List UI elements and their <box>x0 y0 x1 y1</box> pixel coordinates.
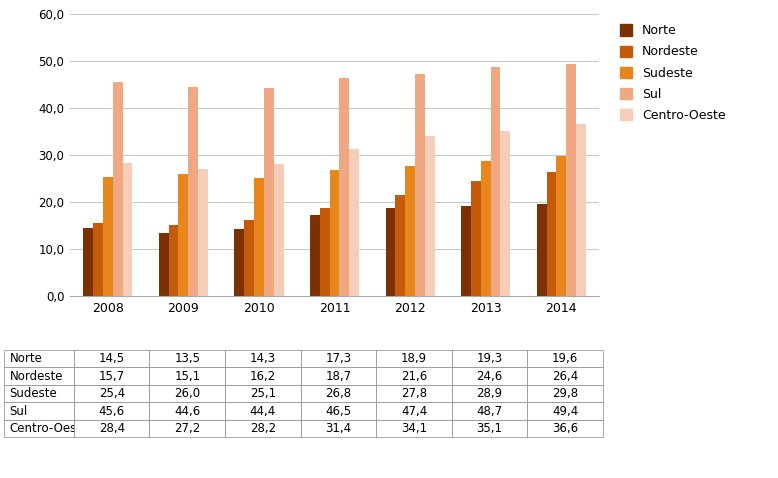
Bar <box>349 149 359 296</box>
Legend: Norte, Nordeste, Sudeste, Sul, Centro-Oeste: Norte, Nordeste, Sudeste, Sul, Centro-Oe… <box>616 21 730 126</box>
Bar <box>198 169 208 296</box>
Bar <box>123 163 132 296</box>
Bar <box>481 161 491 296</box>
Bar <box>169 226 178 296</box>
Bar <box>83 228 93 296</box>
Bar <box>546 172 556 296</box>
Bar <box>339 78 349 296</box>
Bar <box>320 208 330 296</box>
Bar <box>537 204 546 296</box>
Bar <box>405 166 415 296</box>
Bar <box>159 233 169 296</box>
Bar <box>500 131 510 296</box>
Bar <box>103 177 113 296</box>
Bar <box>274 164 283 296</box>
Bar <box>461 206 471 296</box>
Bar <box>471 181 481 296</box>
Bar <box>330 170 339 296</box>
Bar <box>386 207 395 296</box>
Bar <box>566 64 576 296</box>
Bar <box>491 67 500 296</box>
Bar <box>415 74 425 296</box>
Bar <box>264 87 274 296</box>
Bar <box>244 220 254 296</box>
Bar <box>113 82 123 296</box>
Bar <box>188 87 198 296</box>
Bar <box>556 156 566 296</box>
Bar <box>234 229 244 296</box>
Bar <box>254 178 264 296</box>
Bar <box>395 195 405 296</box>
Bar <box>425 136 435 296</box>
Bar <box>178 174 188 296</box>
Bar <box>93 223 103 296</box>
Bar <box>576 124 586 296</box>
Bar <box>310 215 320 296</box>
